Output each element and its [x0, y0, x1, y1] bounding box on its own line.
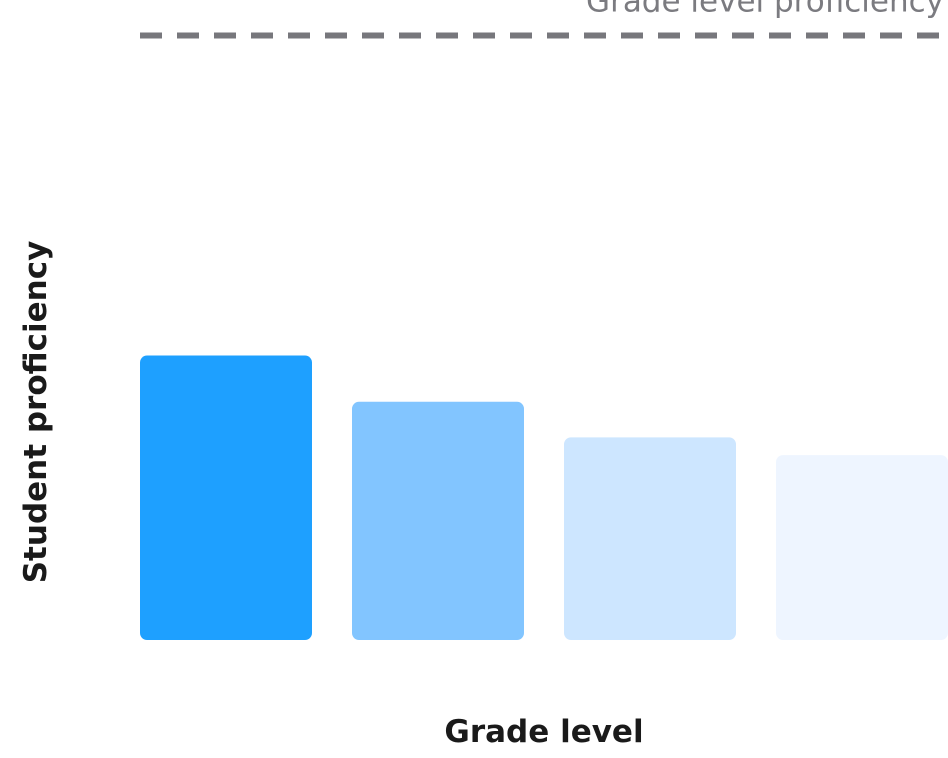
bars-group [140, 355, 948, 640]
bar-3 [564, 437, 736, 640]
bar-1 [140, 355, 312, 640]
bar-2 [352, 401, 524, 640]
y-axis-title: Student proficiency [18, 241, 54, 584]
bar-4 [776, 455, 948, 640]
reference-line-label: Grade level proficiency [586, 0, 944, 20]
x-axis-title: Grade level [444, 714, 643, 750]
